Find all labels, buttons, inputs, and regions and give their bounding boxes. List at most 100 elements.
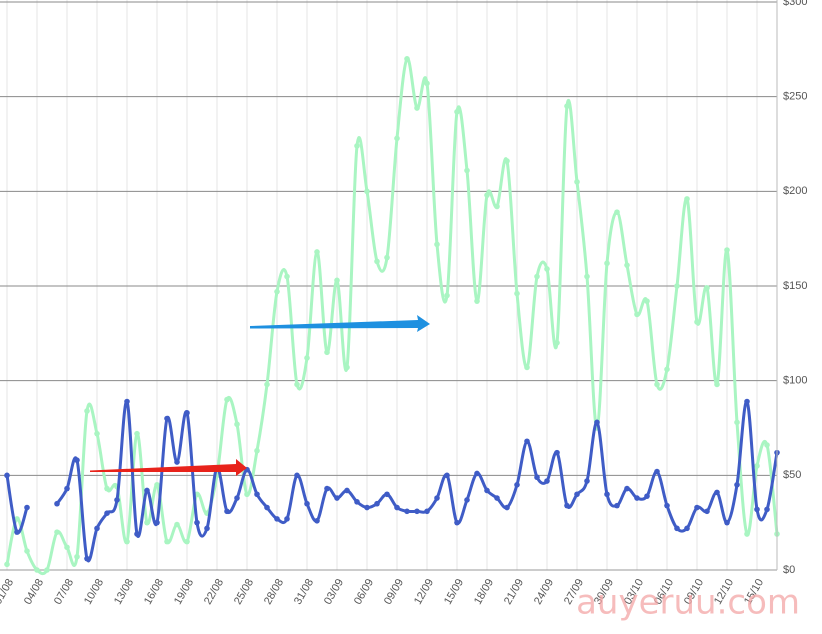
data-point bbox=[714, 381, 720, 388]
data-point bbox=[734, 419, 740, 426]
data-point bbox=[274, 288, 280, 295]
data-point bbox=[104, 485, 110, 492]
data-point bbox=[254, 447, 260, 454]
data-point bbox=[14, 529, 20, 535]
data-point bbox=[694, 319, 700, 325]
data-point bbox=[334, 495, 340, 501]
data-point bbox=[364, 188, 370, 195]
data-point bbox=[94, 430, 100, 437]
data-point bbox=[694, 504, 700, 511]
data-point bbox=[534, 474, 540, 481]
data-point bbox=[374, 500, 380, 507]
data-point bbox=[714, 489, 720, 496]
data-point bbox=[734, 482, 740, 488]
data-point bbox=[104, 510, 110, 516]
data-point bbox=[164, 538, 170, 545]
data-point bbox=[434, 495, 440, 501]
data-point bbox=[194, 519, 200, 526]
data-point bbox=[174, 459, 180, 465]
data-point bbox=[4, 561, 10, 568]
data-point bbox=[654, 468, 660, 475]
x-tick-label: 06/09 bbox=[352, 577, 376, 607]
data-point bbox=[524, 364, 530, 371]
data-point bbox=[134, 531, 140, 537]
data-point bbox=[754, 463, 760, 469]
data-point bbox=[674, 283, 680, 289]
plot bbox=[4, 56, 780, 576]
data-point bbox=[484, 487, 490, 494]
data-point bbox=[24, 548, 30, 554]
data-point bbox=[204, 525, 210, 532]
data-point bbox=[54, 500, 60, 507]
data-point bbox=[234, 421, 240, 428]
data-point bbox=[314, 517, 320, 524]
data-point bbox=[284, 516, 290, 522]
y-tick-label: $50 bbox=[783, 469, 801, 481]
data-point bbox=[764, 442, 770, 448]
data-point bbox=[654, 381, 660, 388]
data-point bbox=[564, 103, 570, 109]
data-point bbox=[554, 340, 560, 346]
data-point bbox=[454, 109, 460, 115]
x-tick-label: 21/09 bbox=[502, 577, 526, 607]
data-point bbox=[614, 209, 620, 215]
data-point bbox=[544, 266, 550, 272]
x-tick-label: 31/08 bbox=[292, 577, 316, 607]
data-point bbox=[424, 508, 430, 515]
data-point bbox=[134, 430, 140, 437]
data-point bbox=[614, 502, 620, 509]
data-point bbox=[644, 493, 650, 499]
data-point bbox=[604, 260, 610, 267]
x-tick-label: 24/09 bbox=[532, 577, 556, 607]
data-point bbox=[4, 472, 10, 479]
data-point bbox=[414, 508, 420, 515]
data-point bbox=[404, 508, 410, 515]
x-tick-label: 12/09 bbox=[412, 577, 436, 607]
data-point bbox=[324, 485, 330, 492]
data-point bbox=[164, 415, 170, 422]
data-point bbox=[244, 491, 250, 498]
data-point bbox=[444, 292, 450, 299]
data-point bbox=[144, 519, 150, 526]
x-tick-label: 13/08 bbox=[112, 577, 136, 607]
data-point bbox=[704, 508, 710, 515]
data-point bbox=[304, 500, 310, 507]
x-tick-label: 16/08 bbox=[142, 577, 166, 607]
x-tick-label: 04/08 bbox=[22, 577, 46, 607]
y-tick-label: $200 bbox=[783, 185, 807, 197]
data-point bbox=[684, 196, 690, 202]
data-point bbox=[684, 525, 690, 532]
y-tick-label: $300 bbox=[783, 0, 807, 8]
data-point bbox=[604, 491, 610, 498]
data-point bbox=[464, 497, 470, 503]
x-tick-label: 15/09 bbox=[442, 577, 466, 607]
data-point bbox=[664, 502, 670, 509]
data-point bbox=[444, 472, 450, 479]
data-point bbox=[514, 482, 520, 488]
x-tick-label: 18/09 bbox=[472, 577, 496, 607]
data-point bbox=[554, 449, 560, 456]
data-point bbox=[264, 504, 270, 511]
watermark: auyeruu.com bbox=[576, 583, 800, 623]
data-point bbox=[404, 56, 410, 62]
data-point bbox=[544, 478, 550, 484]
data-point bbox=[314, 249, 320, 255]
data-point bbox=[394, 504, 400, 511]
x-tick-label: 19/08 bbox=[172, 577, 196, 607]
series-line bbox=[5, 399, 779, 563]
y-tick-label: $0 bbox=[783, 564, 795, 576]
data-point bbox=[764, 506, 770, 513]
data-point bbox=[344, 487, 350, 494]
y-tick-label: $100 bbox=[783, 375, 807, 387]
data-point bbox=[144, 487, 150, 494]
data-point bbox=[124, 398, 130, 405]
data-point bbox=[484, 192, 490, 198]
data-point bbox=[674, 525, 680, 532]
data-point bbox=[94, 525, 100, 532]
red-arrow bbox=[90, 459, 247, 476]
data-point bbox=[564, 502, 570, 509]
data-point bbox=[174, 521, 180, 528]
data-point bbox=[84, 408, 90, 414]
